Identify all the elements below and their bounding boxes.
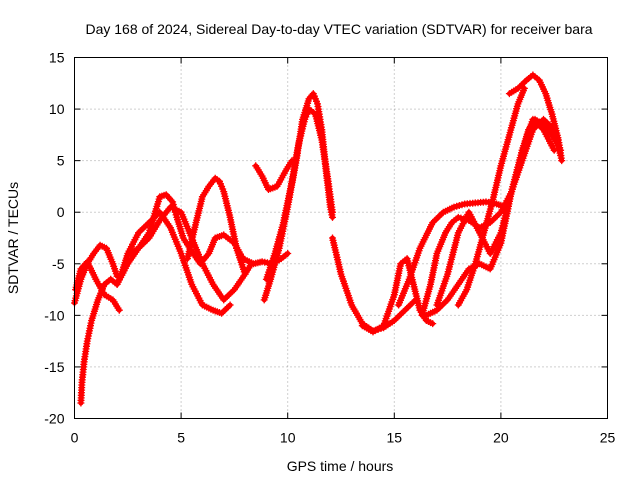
series-sat-r (422, 115, 558, 319)
y-tick-label: 0 (57, 204, 65, 220)
series-sat-j (262, 105, 336, 283)
y-tick-label: 5 (57, 153, 65, 169)
y-tick-label: -15 (44, 359, 64, 375)
plus-markers (260, 90, 336, 304)
series-sat-b (77, 275, 121, 407)
plus-markers (454, 84, 528, 309)
x-tick-label: 10 (280, 430, 296, 446)
y-tick-label: 15 (49, 50, 65, 66)
x-axis-title: GPS time / hours (287, 458, 394, 474)
series-sat-m (395, 198, 509, 309)
series-sat-f (126, 191, 292, 268)
plus-markers (77, 275, 121, 407)
series-sat-h (252, 157, 296, 193)
grid-lines (74, 57, 608, 419)
y-tick-label: -20 (44, 411, 64, 427)
x-tick-label: 15 (387, 430, 403, 446)
series-sat-l (358, 255, 437, 336)
plot-frame (74, 57, 608, 419)
x-tick-label: 5 (177, 430, 185, 446)
x-tick-label: 20 (493, 430, 509, 446)
y-tick-label: 10 (49, 101, 65, 117)
series-sat-i (260, 90, 336, 304)
data-points (71, 71, 566, 407)
plus-markers (505, 71, 566, 165)
plus-markers (184, 174, 249, 278)
plus-markers (126, 191, 292, 268)
y-tick-label: -5 (52, 256, 65, 272)
plus-markers (117, 208, 234, 317)
y-tick-label: -10 (44, 307, 64, 323)
plus-markers (422, 115, 558, 319)
series-sat-q (505, 71, 566, 165)
plus-markers (252, 157, 296, 193)
y-axis-title: SDTVAR / TECUs (5, 182, 21, 294)
chart-title: Day 168 of 2024, Sidereal Day-to-day VTE… (85, 21, 592, 37)
series-sat-g (184, 174, 249, 278)
series-band (118, 209, 233, 316)
plus-markers (395, 198, 509, 309)
x-tick-label: 25 (600, 430, 616, 446)
series-sat-c (71, 241, 121, 307)
series-sat-d (117, 208, 234, 317)
axis-ticks: 0 5 10 15 20 25 -20 -15 -10 -5 0 5 10 15 (44, 50, 615, 446)
x-tick-label: 0 (71, 430, 79, 446)
plus-markers (262, 105, 336, 283)
series-sat-p (454, 84, 528, 309)
